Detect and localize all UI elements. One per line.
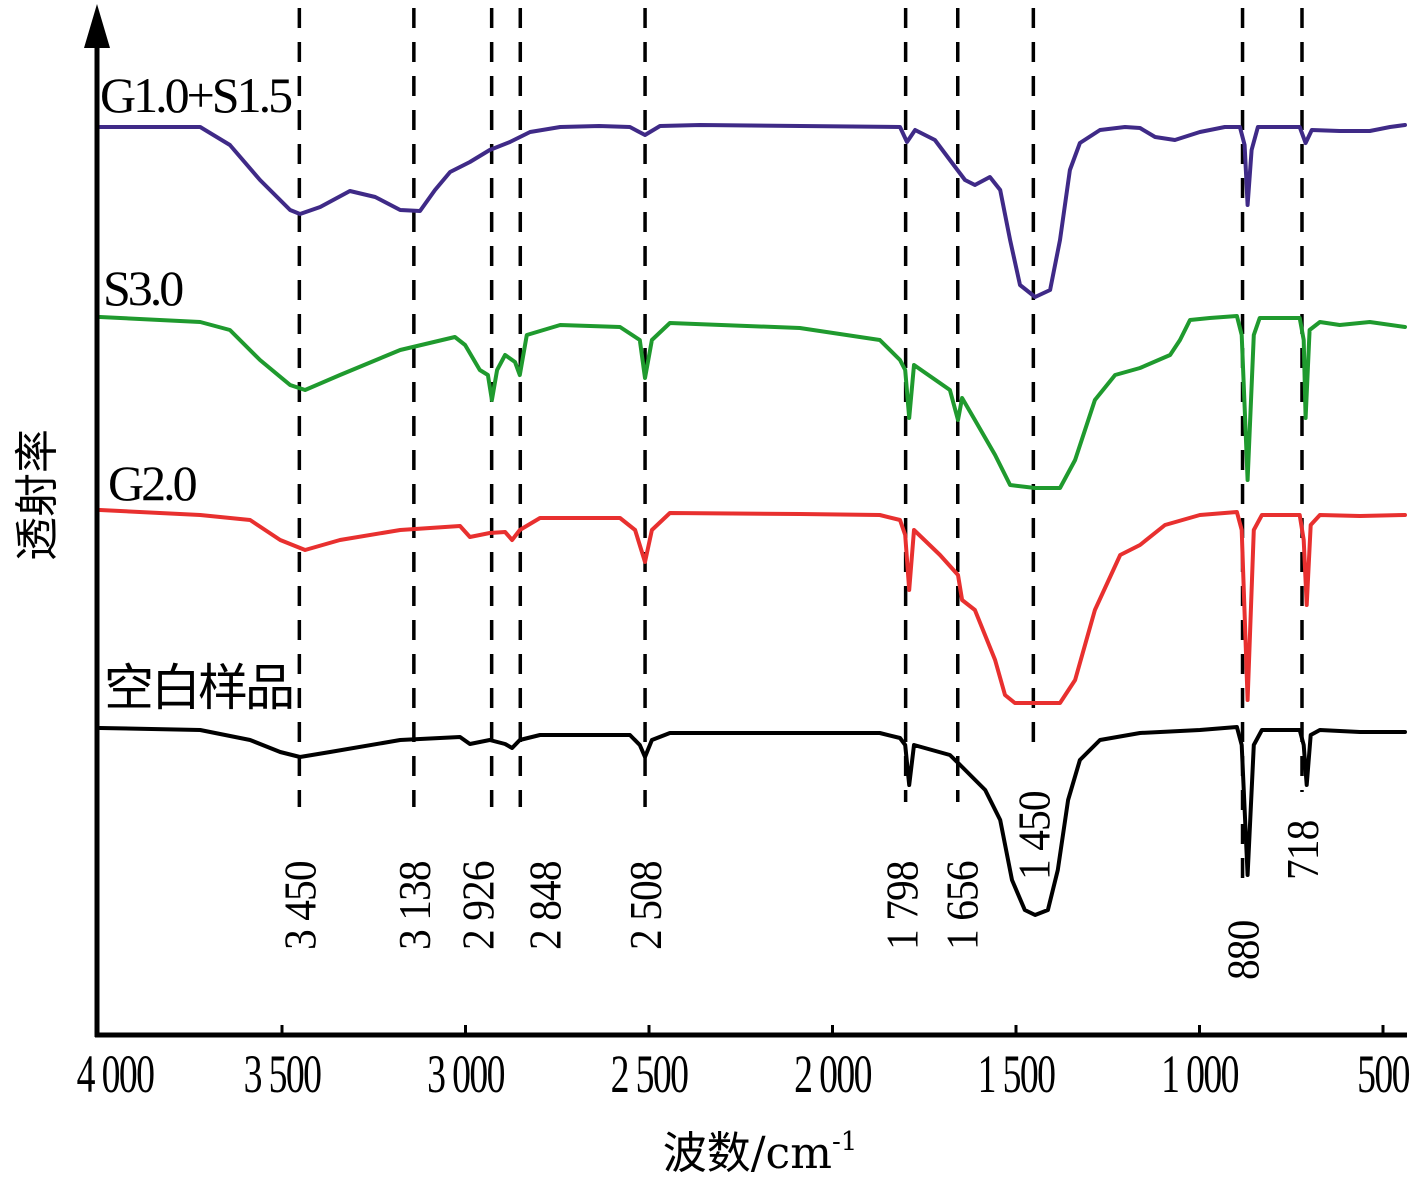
peak-label: 1 656 [938,861,988,950]
x-axis-title: 波数/cm-1 [663,1127,858,1179]
x-tick-label: 4 000 [77,1044,154,1104]
peak-label: 2 848 [520,861,570,950]
x-tick-label: 2 000 [794,1044,871,1104]
x-ticks: 4 000 3 500 3 000 2 500 2 000 1 500 1 000 500 [77,1025,1411,1105]
peak-label: 718 [1278,821,1328,880]
peak-label: 1 798 [878,861,928,950]
x-tick-label: 1 500 [978,1044,1055,1104]
series-line [98,725,1407,917]
series-label: S3.0 [103,260,183,316]
x-tick-label: 3 500 [244,1044,321,1104]
series-line [98,314,1407,490]
series-label: G1.0+S1.5 [100,67,292,123]
x-tick-label: 2 500 [611,1044,688,1104]
x-tick-label: 500 [1357,1044,1409,1104]
peak-label: 2 508 [621,861,671,950]
x-tick-label: 1 000 [1161,1044,1238,1104]
y-axis-title: 透射率 [12,429,63,561]
peak-label: 3 138 [390,861,440,950]
series-label: 空白样品 [104,660,292,716]
series-line [98,123,1407,299]
peak-label: 880 [1219,921,1269,980]
spectra-curves [98,123,1407,917]
axes [84,4,1407,1038]
peak-label: 3 450 [275,861,325,950]
series-line [98,508,1407,705]
peak-label: 2 926 [454,861,504,950]
x-tick-label: 3 000 [427,1044,504,1104]
reference-lines [297,8,1304,882]
peak-label: 1 450 [1009,791,1059,880]
series-label: G2.0 [108,455,197,511]
peak-labels: 3 450 3 138 2 926 2 848 2 508 1 798 1 656 1 450… [275,791,1328,980]
series-labels: G1.0+S1.5 S3.0 G2.0 空白样品 [100,67,295,716]
y-axis-arrow-icon [84,4,110,48]
